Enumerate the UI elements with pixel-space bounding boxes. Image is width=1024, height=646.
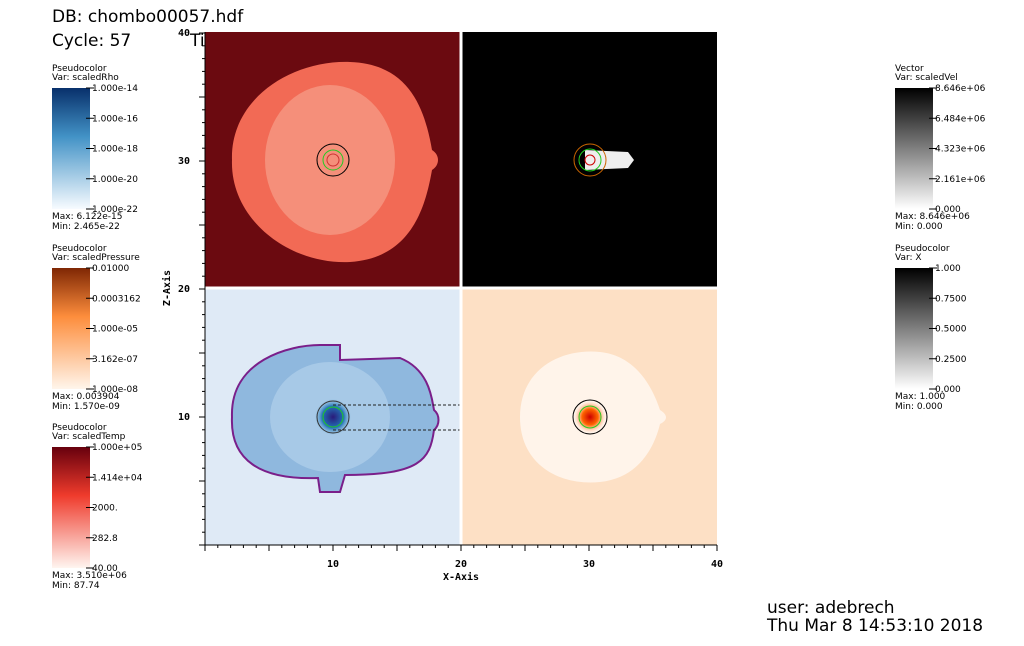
colorbar-label: 1.000e-20 [92,175,138,185]
y-tick-label: 20 [178,284,190,295]
colorbar-label: 1.000e+05 [92,443,142,453]
colorbar-label: 282.8 [92,534,118,544]
legend-var: Var: scaledTemp [52,432,126,442]
colorbar-label: 6.484e+06 [935,114,986,124]
colorbar-label: 0.000 [935,385,961,395]
legend-max: Max: 1.000 [895,392,946,402]
colorbar-label: 2.161e+06 [935,175,986,185]
legend-kind: Pseudocolor [52,244,107,254]
x-tick-label: 20 [455,559,467,570]
colorbar-label: 1.000e-05 [92,325,138,335]
colorbar-label: 1.000e-08 [92,385,138,395]
legend-var: Var: X [895,253,922,263]
legend-min: Min: 1.570e-09 [52,402,120,412]
colorbar-label: 1.000e-16 [92,114,138,124]
x-tick-label: 30 [583,559,595,570]
y-axis-label: Z-Axis [161,270,173,306]
colorbar [895,268,933,389]
colorbar-label: 40.00 [92,564,118,574]
colorbar [895,88,933,209]
x-tick-label: 40 [711,559,723,570]
colorbar-label: 1.000 [935,264,961,274]
legend-min: Min: 0.000 [895,222,943,232]
x-axis-label: X-Axis [443,571,479,583]
colorbar-label: 0.0003162 [92,294,141,304]
legend-max: Max: 3.510e+06 [52,571,127,581]
legend-kind: Pseudocolor [52,423,107,433]
legend-kind: Vector [895,64,924,74]
colorbar-label: 1.414e+04 [92,473,143,483]
colorbar-label: 0.7500 [935,294,967,304]
cycle: Cycle: 57 [52,31,131,51]
legend-max: Max: 0.003904 [52,392,120,402]
colorbar-label: 8.646e+06 [935,84,986,94]
colorbar-label: 1.000e-14 [92,84,138,94]
legend-min: Min: 87.74 [52,581,100,591]
colorbar [52,447,90,568]
date: Thu Mar 8 14:53:10 2018 [766,616,983,636]
x-tick-label: 10 [327,559,339,570]
y-tick-label: 30 [178,156,190,167]
legend-min: Min: 2.465e-22 [52,222,120,232]
colorbar-label: 4.323e+06 [935,145,986,155]
plot-area [204,32,717,546]
colorbar-label: 1.000e-22 [92,205,138,215]
legend-var: Var: scaledRho [52,73,119,83]
colorbar-label: 0.5000 [935,325,967,335]
colorbar-label: 0.000 [935,205,961,215]
legend-kind: Pseudocolor [52,64,107,74]
legend-kind: Pseudocolor [895,244,950,254]
db-name: DB: chombo00057.hdf [52,7,244,27]
colorbar-label: 2000. [92,504,118,514]
colorbar-label: 0.2500 [935,355,967,365]
legend-var: Var: scaledPressure [52,253,140,263]
y-tick-label: 40 [178,28,190,39]
colorbar-label: 0.01000 [92,264,129,274]
colorbar [52,268,90,389]
legend-max: Max: 6.122e-15 [52,212,123,222]
legend-max: Max: 8.646e+06 [895,212,970,222]
user: user: adebrech [767,598,895,618]
colorbar-label: 1.000e-18 [92,145,138,155]
legend-var: Var: scaledVel [895,73,958,83]
legend-min: Min: 0.000 [895,402,943,412]
y-tick-label: 10 [178,412,190,423]
colorbar-label: 3.162e-07 [92,355,138,365]
colorbar [52,88,90,209]
